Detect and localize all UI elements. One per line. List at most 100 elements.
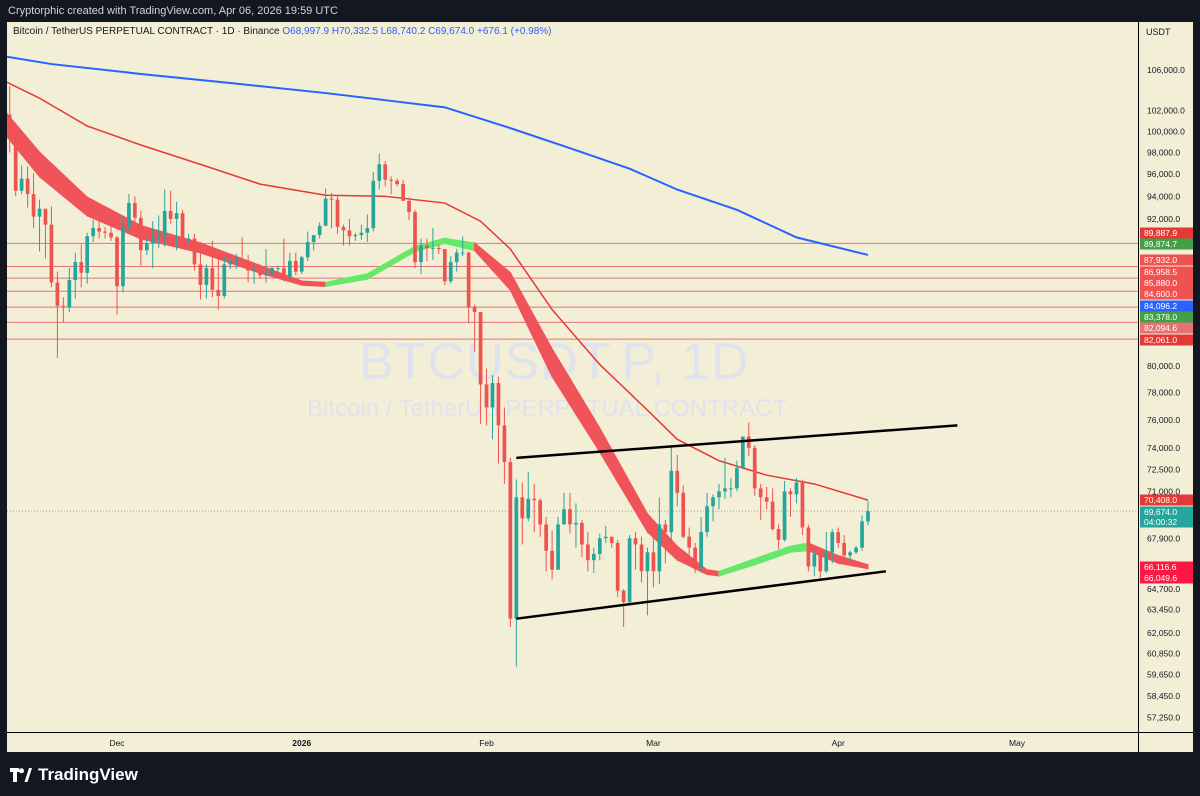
candle-body [425, 245, 429, 248]
candle-body [156, 235, 161, 238]
candle-body [574, 522, 578, 525]
y-tick-label: 100,000.0 [1147, 126, 1185, 136]
candle-body [651, 552, 656, 572]
candle-body [25, 178, 30, 195]
candle-body [586, 544, 590, 561]
candle-body [270, 268, 274, 275]
candle-body [764, 497, 769, 502]
candle-body [180, 213, 185, 239]
candle-body [127, 203, 131, 227]
candle-body [73, 262, 78, 281]
tradingview-logo[interactable]: TradingView [10, 765, 138, 784]
candle-body [43, 208, 48, 225]
ohlc-legend: Bitcoin / TetherUS PERPETUAL CONTRACT · … [13, 26, 552, 37]
candle-body [645, 552, 650, 572]
candle-body [121, 226, 125, 287]
candle-body [276, 268, 280, 270]
ribbon-segment [444, 237, 476, 252]
price-tag-label: 82,061.0 [1144, 335, 1177, 345]
legend-change: +676.1 (+0.98%) [477, 26, 552, 37]
candle-body [639, 544, 644, 572]
price-tag [1140, 254, 1193, 266]
candle-body [67, 280, 72, 308]
candle-body [413, 212, 417, 263]
candle-body [508, 462, 513, 619]
candle-body [31, 194, 36, 217]
candle-body [484, 384, 489, 408]
y-tick-label: 98,000.0 [1147, 148, 1180, 158]
candle-body [198, 264, 203, 285]
candle-body [359, 232, 364, 236]
candle-body [317, 225, 322, 236]
chart-frame[interactable]: BTCUSDT.P, 1D Bitcoin / TetherUS PERPETU… [7, 22, 1193, 752]
footer-bar: TradingView [0, 752, 1200, 796]
candle-body [395, 180, 399, 185]
y-tick-label: 92,000.0 [1147, 214, 1180, 224]
candle-body [258, 270, 262, 276]
candle-body [681, 492, 686, 537]
candle-body [377, 164, 382, 181]
price-tag-label: 66,116.6 [1144, 562, 1177, 572]
candle-body [264, 274, 268, 276]
ribbon-segment [718, 557, 756, 577]
price-tag-label: 84,096.2 [1144, 301, 1177, 311]
x-tick-label: Dec [109, 738, 125, 748]
price-tag [1140, 277, 1193, 289]
y-tick-label: 96,000.0 [1147, 169, 1180, 179]
price-tag-label: 66,049.6 [1144, 573, 1177, 583]
candle-body [79, 262, 84, 273]
candle-body [580, 522, 584, 545]
candle-body [603, 536, 608, 539]
candle-body [824, 552, 829, 572]
candle-body [162, 210, 167, 236]
price-chart[interactable]: USDT 106,000.0 102,000.0 100,000.0 98,000.0 9… [7, 22, 1193, 752]
candle-body [836, 532, 841, 543]
candle-body [776, 529, 781, 540]
candle-body [192, 238, 197, 265]
candle-body [675, 470, 680, 493]
candle-body [556, 524, 560, 570]
candle-body [848, 552, 852, 556]
y-tick-label: 63,450.0 [1147, 605, 1180, 615]
candle-body [419, 245, 423, 263]
tradingview-wordmark: TradingView [38, 765, 138, 784]
candle-body [693, 547, 697, 569]
price-tag [1140, 300, 1193, 312]
ribbon-segment [837, 554, 869, 570]
candle-body [228, 262, 233, 265]
ribbon-segment [790, 542, 809, 553]
candle-body [311, 235, 316, 243]
price-tag-label: 85,880.0 [1144, 278, 1177, 288]
y-tick-label: 64,700.0 [1147, 584, 1180, 594]
candle-body [717, 491, 721, 498]
price-tag [1140, 506, 1193, 518]
candle-body [49, 224, 54, 283]
candle-body [19, 178, 24, 191]
candle-body [305, 242, 310, 258]
candle-body [299, 257, 304, 272]
candle-body [407, 200, 411, 213]
ribbon-segment [599, 426, 648, 534]
candle-body [91, 228, 96, 237]
candle-body [186, 238, 191, 240]
candle-body [568, 509, 572, 525]
candle-body [442, 249, 447, 282]
legend-high: H70,332.5 [331, 26, 379, 37]
candle-body [782, 491, 787, 540]
candle-body [431, 247, 435, 249]
price-tag-label: 89,874.7 [1144, 239, 1177, 249]
candle-body [532, 498, 537, 501]
y-tick-label: 59,650.0 [1147, 669, 1180, 679]
candle-body [800, 482, 805, 528]
candle-body [866, 511, 870, 522]
candle-body [669, 470, 674, 533]
legend-open: O68,997.9 [282, 26, 330, 37]
candle-body [699, 532, 703, 569]
watermark-name: Bitcoin / TetherUS PERPETUAL CONTRACT [307, 395, 788, 422]
attribution-text: Cryptorphic created with TradingView.com… [8, 5, 338, 17]
candle-body [740, 436, 745, 468]
legend-symbol: Bitcoin / TetherUS PERPETUAL CONTRACT · … [13, 26, 280, 37]
ribbon-segment [140, 224, 201, 254]
candle-body [526, 498, 531, 519]
candle-body [150, 237, 155, 244]
